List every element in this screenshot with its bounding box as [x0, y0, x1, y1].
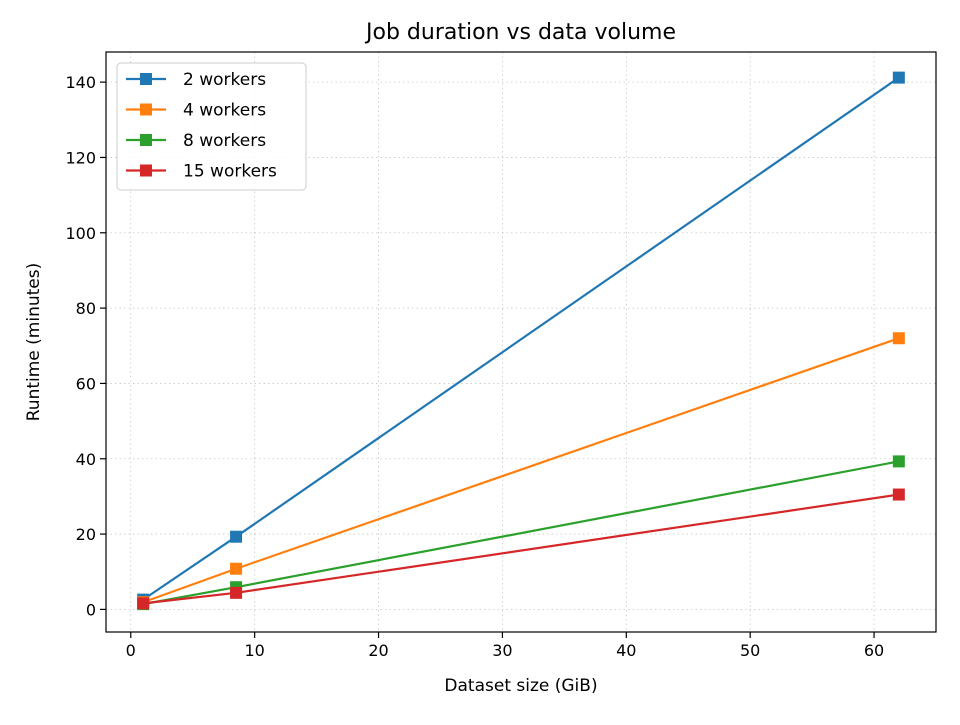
x-tick-label: 40 [616, 641, 636, 660]
legend-marker [140, 103, 152, 116]
x-axis-label: Dataset size (GiB) [444, 676, 597, 696]
data-point [892, 332, 905, 345]
legend-item: 8 workers [126, 131, 266, 151]
legend-label: 15 workers [183, 162, 277, 182]
legend-item: 15 workers [126, 162, 277, 182]
legend-marker [140, 73, 152, 85]
data-point [230, 586, 243, 599]
data-point [230, 562, 243, 575]
data-point [230, 530, 243, 543]
x-tick-label: 60 [864, 641, 884, 660]
legend-marker [140, 134, 152, 146]
legend-box [116, 62, 307, 191]
y-tick-label: 60 [76, 374, 96, 393]
series-1 [137, 71, 905, 606]
legend: 2 workers 4 workers 8 workers 15 workers [116, 62, 307, 191]
x-tick-label: 30 [492, 641, 512, 660]
x-tick-label: 20 [368, 641, 388, 660]
data-point [137, 597, 150, 610]
legend-item: 4 workers [126, 101, 266, 121]
data-point [892, 71, 905, 84]
x-tick-label: 50 [740, 641, 760, 660]
y-tick-label: 40 [76, 450, 96, 469]
plot-frame [105, 51, 937, 633]
y-axis-label: Runtime (minutes) [24, 263, 44, 422]
legend-marker [140, 164, 152, 177]
legend-label: 8 workers [183, 131, 266, 151]
legend-item: 2 workers [126, 70, 266, 90]
y-tick-label: 80 [76, 299, 96, 318]
series-group [137, 71, 905, 611]
y-tick-label: 120 [65, 148, 96, 167]
data-point [892, 455, 905, 468]
axes: 0 10 20 30 40 50 60 0 20 40 60 80 100 120 140 [65, 73, 884, 660]
x-tick-label: 0 [126, 641, 136, 660]
series-4 [137, 488, 905, 610]
y-tick-label: 0 [86, 600, 96, 619]
legend-label: 2 workers [183, 70, 266, 90]
x-tick-label: 10 [244, 641, 264, 660]
chart-title: Job duration vs data volume [364, 20, 676, 45]
data-point [892, 488, 905, 501]
legend-label: 4 workers [183, 101, 266, 121]
y-tick-label: 100 [65, 224, 96, 243]
y-tick-label: 140 [65, 73, 96, 92]
y-tick-label: 20 [76, 525, 96, 544]
